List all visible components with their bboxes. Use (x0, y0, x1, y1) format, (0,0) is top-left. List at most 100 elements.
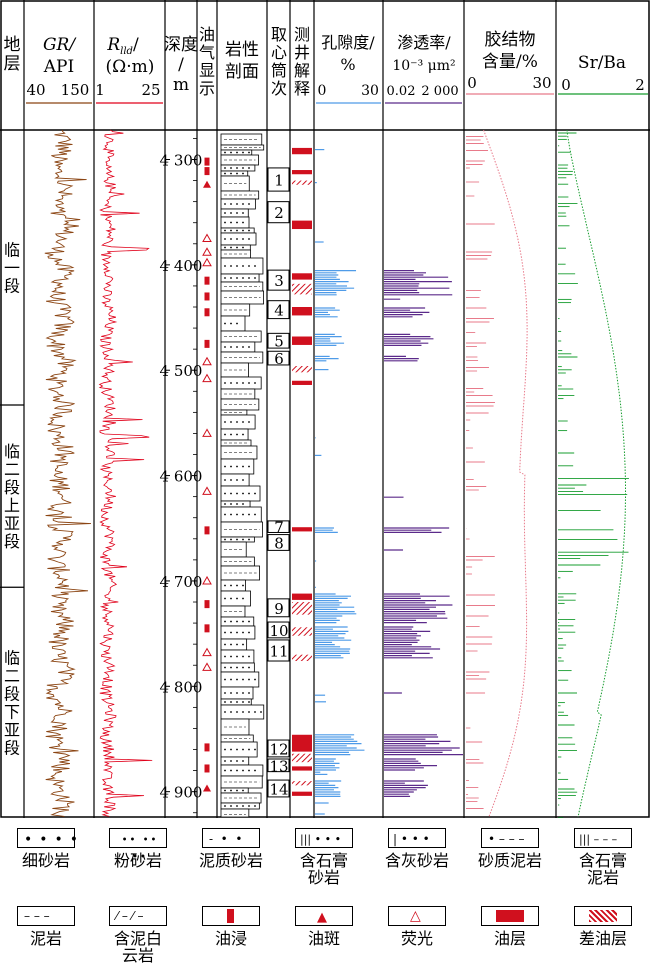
stratum-label: 段 (4, 532, 20, 551)
oil-spot-mark (203, 784, 211, 792)
oil-immersion-mark (204, 339, 210, 348)
lithology-dot (236, 238, 238, 240)
oil-immersion-mark (204, 743, 210, 752)
legend-item-calcareous-sandstone: | • • • 含灰砂岩 (371, 828, 463, 869)
lithology-dot (248, 382, 250, 384)
lithology-dot (224, 433, 226, 436)
lithology-dot (230, 277, 232, 279)
legend-item-muddy-sandstone: - • • 泥质砂岩 (185, 828, 277, 869)
core-run-box (267, 332, 290, 349)
fine-sandstone-symbol-icon: •••• (17, 828, 78, 848)
core-run-label: 9 (274, 600, 284, 618)
lithology-bed (220, 198, 256, 210)
core-run-box (267, 269, 290, 291)
lithology-dot (242, 382, 244, 384)
fluorescence-mark (202, 575, 212, 585)
header-coring: 次 (271, 79, 287, 98)
lithology-dot (242, 221, 244, 224)
header-por-unit: % (340, 55, 355, 74)
header-cem-max: 30 (532, 74, 551, 92)
lithology-dot (230, 701, 232, 703)
rt-curve (98, 129, 153, 817)
legend-item-oil-layer: 油层 (464, 906, 556, 947)
lithology-dot (230, 760, 232, 762)
lithology-dot (224, 382, 226, 384)
lithology-dot (248, 631, 250, 634)
oil-layer-mark (292, 766, 312, 771)
header-por-name: 孔隙度/ (321, 33, 375, 52)
oil-layer-mark (292, 307, 312, 316)
sandy-mudstone-symbol-icon: • – – – (481, 828, 539, 848)
lithology-dot (224, 643, 226, 646)
lithology-dot (248, 620, 250, 623)
lithology-dot (242, 277, 244, 279)
poor-oil-layer-mark (292, 180, 312, 185)
stratum-label: 亚 (4, 514, 20, 533)
lithology-dot (230, 538, 232, 541)
legend-label: 含石膏 砂岩 (299, 851, 348, 887)
lithology-dot (248, 711, 250, 713)
header-por-min: 0 (318, 83, 327, 99)
header-srba-max: 2 (635, 76, 645, 94)
lithology-dot (230, 229, 232, 232)
lithology-dot (230, 711, 232, 713)
header-coring: 筒 (271, 61, 287, 80)
lithology-dot (236, 655, 238, 658)
lithology-dot (236, 503, 238, 505)
lithology-dot (230, 322, 232, 325)
lithology-dot (242, 789, 244, 792)
oil-immersion-mark (204, 308, 210, 317)
depth-tick-label: 4 800 (160, 678, 203, 696)
lithology-dot (230, 643, 232, 646)
core-run-label: 2 (274, 204, 284, 222)
lithology-dot (224, 221, 226, 224)
gypsum-sandstone-symbol-icon: ||| • • • (295, 828, 353, 848)
core-run-label: 3 (274, 272, 284, 290)
lithology-dot (248, 678, 250, 681)
lithology-dot (248, 151, 250, 154)
header-perm-min: 0.02 (387, 84, 416, 99)
core-run-label: 8 (274, 534, 284, 552)
header-coring: 心 (271, 43, 287, 62)
poor-oil-layer-mark (292, 753, 312, 763)
lithology-dot (236, 513, 238, 516)
legend-item-oil-immersion: 油浸 (185, 906, 277, 947)
header-por-max: 30 (361, 83, 379, 99)
lithology-bed (220, 802, 260, 810)
core-run-label: 12 (269, 740, 288, 758)
lithology-dot (230, 805, 232, 807)
core-run-label: 4 (274, 302, 284, 320)
lithology-dot (254, 678, 256, 681)
lithology-dot (224, 711, 226, 713)
oil-layer-mark (292, 527, 312, 532)
lithology-dot (242, 678, 244, 681)
lithology-dot (242, 479, 244, 481)
calcareous-sandstone-symbol-icon: | • • • (388, 828, 446, 848)
lithology-dot (242, 643, 244, 646)
lithology-dot (224, 172, 226, 175)
legend-item-fine-sandstone: •••• 细砂岩 (0, 828, 92, 869)
lithology-dot (230, 246, 232, 249)
stratum-label: 段 (4, 276, 20, 295)
core-run-box (267, 598, 290, 618)
oil-layer-mark (292, 170, 312, 175)
header-perm-max: 2 000 (421, 84, 458, 99)
header-gr-min: 40 (26, 81, 45, 99)
lithology-dot (254, 492, 256, 495)
fluorescence-mark (202, 233, 212, 243)
oil-layer-mark (292, 336, 312, 345)
oil-immersion-mark (204, 167, 210, 176)
lithology-dot (236, 221, 238, 224)
header-srba-min: 0 (561, 76, 571, 94)
legend-label: 细砂岩 (21, 851, 70, 870)
lithology-bed (220, 414, 256, 430)
core-run-label: 5 (274, 333, 284, 351)
oil-immersion-mark (204, 292, 210, 301)
lithology-dot (224, 655, 226, 658)
lithology-dot (224, 692, 226, 694)
legend-label: 差油层 (578, 929, 627, 948)
lithology-dot (230, 167, 232, 169)
lithology-dot (248, 701, 250, 703)
lithology-dot (236, 246, 238, 249)
